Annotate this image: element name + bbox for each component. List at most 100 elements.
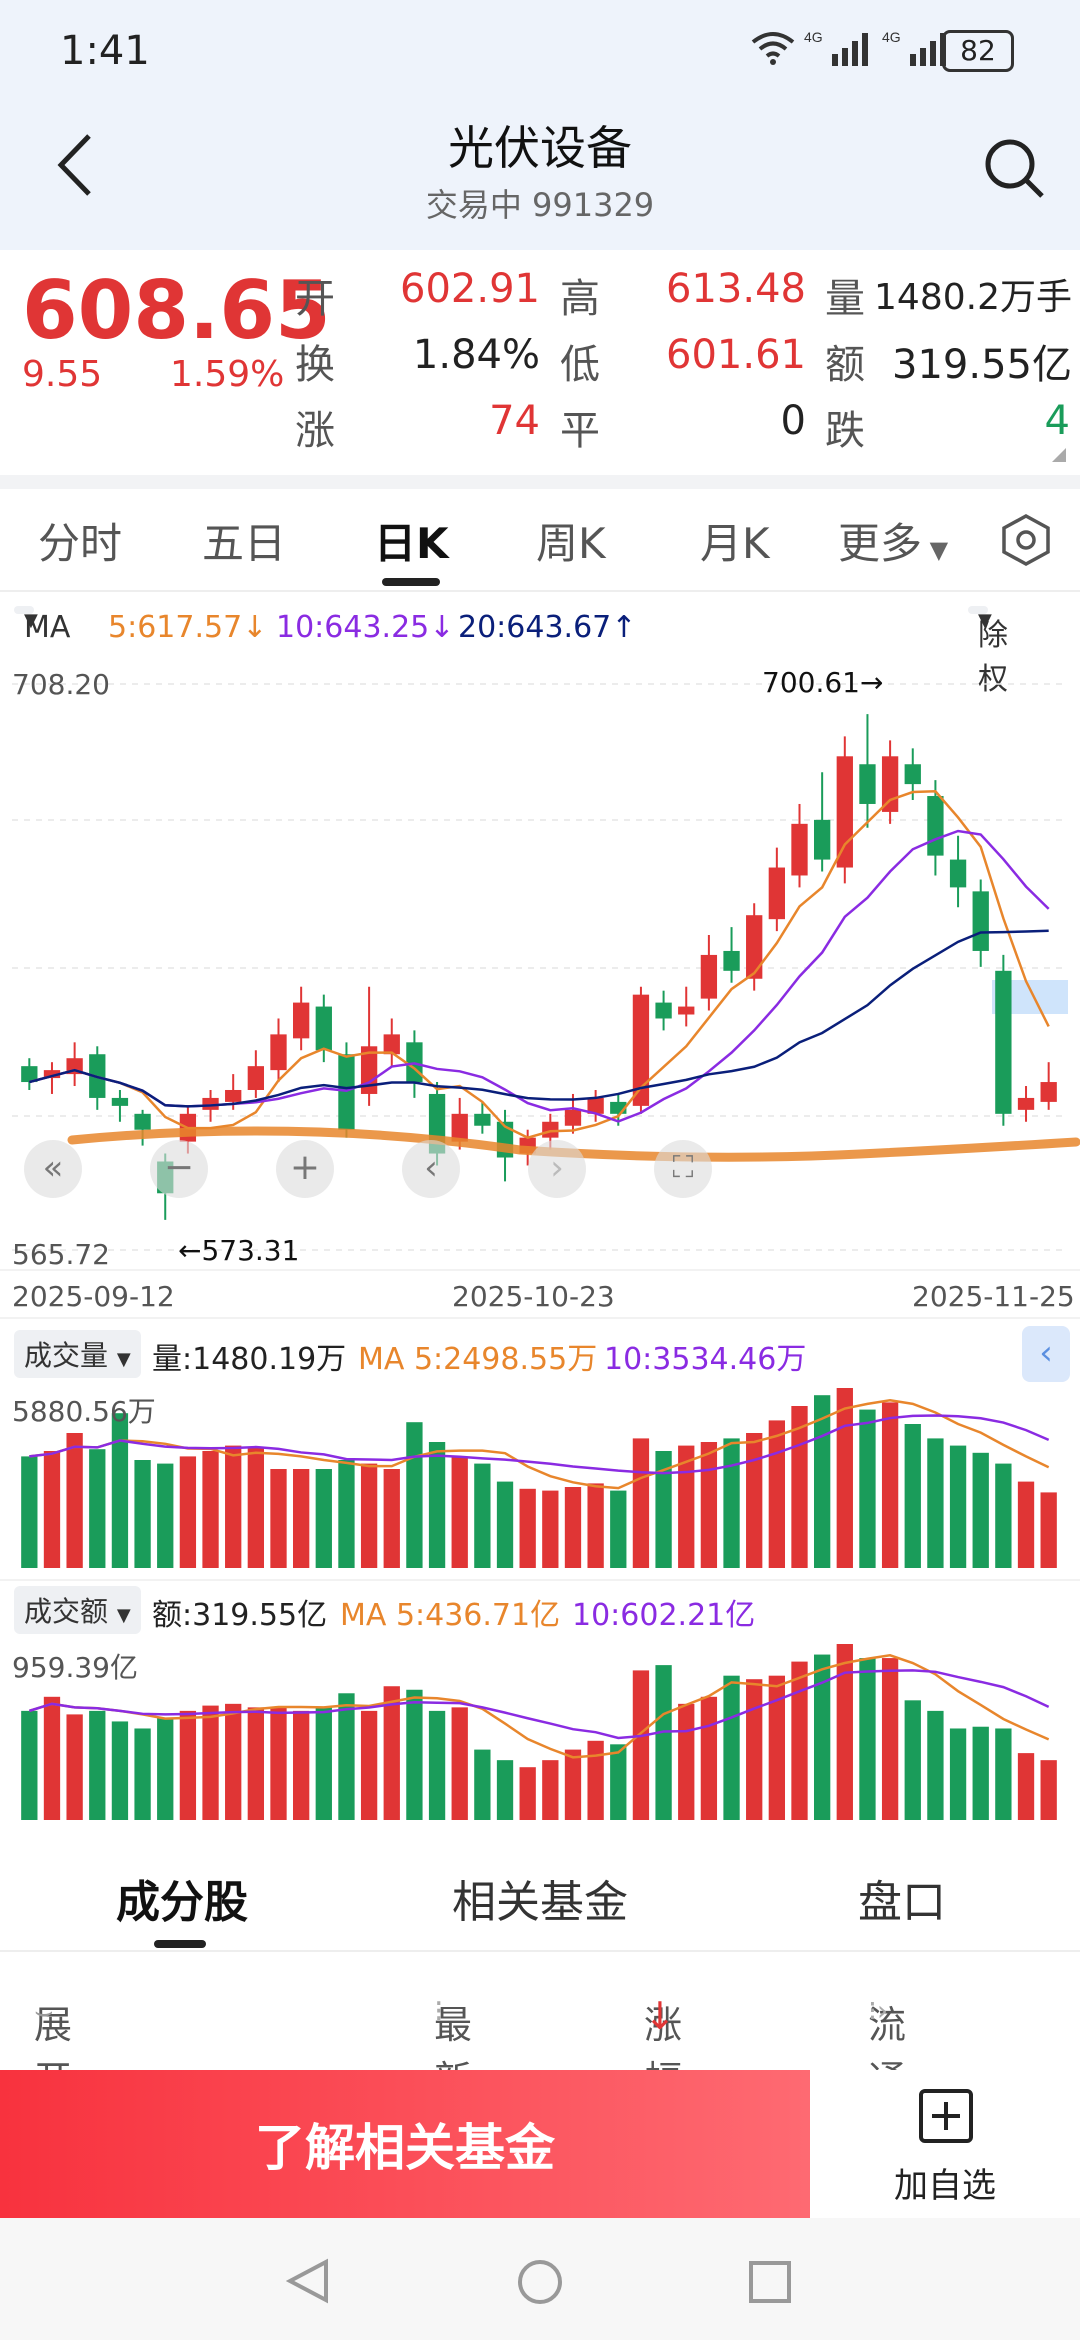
fullscreen-icon[interactable]: ⛶ (654, 1140, 712, 1198)
candle-body (768, 867, 786, 920)
amount-selector[interactable]: 成交额 ▼ (14, 1586, 141, 1634)
tab-intraday[interactable]: 分时 (38, 519, 123, 568)
nav-recents-icon[interactable] (748, 2260, 792, 2308)
amount-bar (723, 1675, 740, 1820)
bottom-tabs-divider (0, 1950, 1080, 1952)
system-nav-bar (0, 2218, 1080, 2340)
amount-bar (564, 1749, 582, 1820)
amount-ma5: MA 5:436.71亿 (340, 1598, 561, 1633)
tab-daily-k[interactable]: 日K (374, 519, 449, 568)
scroll-left-icon[interactable]: ‹ (402, 1140, 460, 1198)
tab-more-label: 更多 (838, 519, 923, 568)
search-icon[interactable] (982, 136, 1048, 206)
volume-bar (632, 1438, 650, 1568)
volume-bar (655, 1451, 672, 1568)
date-start: 2025-09-12 (12, 1280, 175, 1313)
ma-selector-label: MA (24, 610, 71, 645)
net-label-1: 4G (804, 29, 823, 45)
candle-body (972, 891, 989, 951)
zoom-out-icon[interactable]: − (150, 1140, 208, 1198)
add-watchlist-button[interactable]: 加自选 (810, 2070, 1080, 2218)
ma10-value: 10:643.25↓ (276, 610, 455, 645)
candle-body (247, 1066, 265, 1090)
ma20-line (29, 929, 1049, 1108)
flat-count: 0 (780, 398, 806, 444)
add-watchlist-label: 加自选 (894, 2166, 996, 2206)
candle-body (383, 1034, 400, 1055)
volume-value-label: 量:1480.19万 (152, 1342, 347, 1377)
volume-bar (836, 1388, 853, 1568)
related-funds-button[interactable]: 了解相关基金 (0, 2070, 810, 2218)
scroll-left-fast-icon[interactable]: « (24, 1140, 82, 1198)
volume-bar (247, 1447, 265, 1568)
amount-bar (428, 1710, 446, 1820)
volume-bar (66, 1433, 83, 1568)
tab-constituents[interactable]: 成分股 (116, 1877, 248, 1928)
volume-bar (315, 1469, 332, 1568)
nav-home-icon[interactable] (516, 2258, 564, 2310)
amount-bar (225, 1703, 242, 1820)
divider (0, 475, 1080, 489)
back-icon[interactable] (55, 130, 95, 204)
app-header: 光伏设备 交易中 991329 (0, 100, 1080, 250)
amount-bar (496, 1760, 514, 1820)
volume-bar (519, 1488, 536, 1568)
candle-body (655, 1002, 672, 1019)
volume-bar (972, 1452, 989, 1568)
collapse-panel-icon[interactable]: ‹ (1022, 1326, 1070, 1382)
tab-order-book[interactable]: 盘口 (858, 1877, 946, 1928)
nav-back-icon[interactable] (285, 2258, 330, 2308)
zoom-in-icon[interactable]: + (276, 1140, 334, 1198)
amount-bar (134, 1728, 151, 1820)
volume-bar (292, 1469, 310, 1568)
volume-bar (542, 1490, 559, 1568)
candle-body (542, 1121, 559, 1138)
amount-bar-ma5-line (28, 1653, 1050, 1759)
amount-bar (904, 1700, 921, 1820)
volume-bar (881, 1402, 899, 1568)
volume-bar (496, 1481, 514, 1568)
adjust-selector[interactable]: 除权 ▼ (968, 606, 1008, 697)
candle-body (927, 796, 944, 856)
chevron-down-icon: ▼ (922, 536, 949, 564)
amount-bar (360, 1710, 378, 1820)
signal-icon-1: 4G (802, 28, 872, 72)
low-value: 601.61 (666, 332, 806, 378)
kline-chart[interactable] (0, 0, 1080, 1840)
up-count: 74 (489, 398, 540, 444)
label-high: 高 (560, 276, 600, 322)
amount-bar (270, 1707, 287, 1820)
amount-bar (655, 1665, 672, 1820)
volume-selector[interactable]: 成交量 ▼ (14, 1330, 141, 1378)
volume-bar (270, 1469, 287, 1568)
candle-body (904, 764, 921, 785)
label-volume: 量 (825, 276, 865, 322)
candle-body (995, 970, 1012, 1114)
amount-bar (542, 1760, 559, 1820)
ma5-line (29, 789, 1050, 1139)
volume-bar (949, 1445, 967, 1568)
tab-monthly-k[interactable]: 月K (700, 519, 770, 568)
volume-bar (338, 1460, 355, 1568)
amount-bar (89, 1710, 106, 1820)
volume-bar (1017, 1481, 1035, 1568)
amount-bar (383, 1686, 400, 1820)
tab-five-day[interactable]: 五日 (202, 519, 287, 568)
candle-body (632, 994, 650, 1106)
status-bar: 1:41 4G 4G 82 (0, 0, 1080, 100)
settings-hex-icon[interactable] (998, 512, 1054, 572)
candle-body (700, 954, 718, 999)
tab-weekly-k[interactable]: 周K (536, 519, 606, 568)
ma5-value: 5:617.57↓ (108, 610, 268, 645)
corner-expand-icon[interactable] (1052, 448, 1066, 462)
tab-related-funds[interactable]: 相关基金 (452, 1877, 628, 1928)
scroll-right-icon[interactable]: › (528, 1140, 586, 1198)
volume-bar (134, 1460, 151, 1568)
caret-down-icon: ▼ (116, 1605, 131, 1626)
amount-selector-label: 成交额 (24, 1595, 109, 1628)
tab-more[interactable]: 更多 ▼ (838, 510, 948, 571)
candle-body (610, 1101, 627, 1114)
ma-selector[interactable]: MA ▼ (14, 606, 70, 645)
volume-selector-label: 成交量 (24, 1339, 109, 1372)
date-end: 2025-11-25 (912, 1280, 1075, 1313)
